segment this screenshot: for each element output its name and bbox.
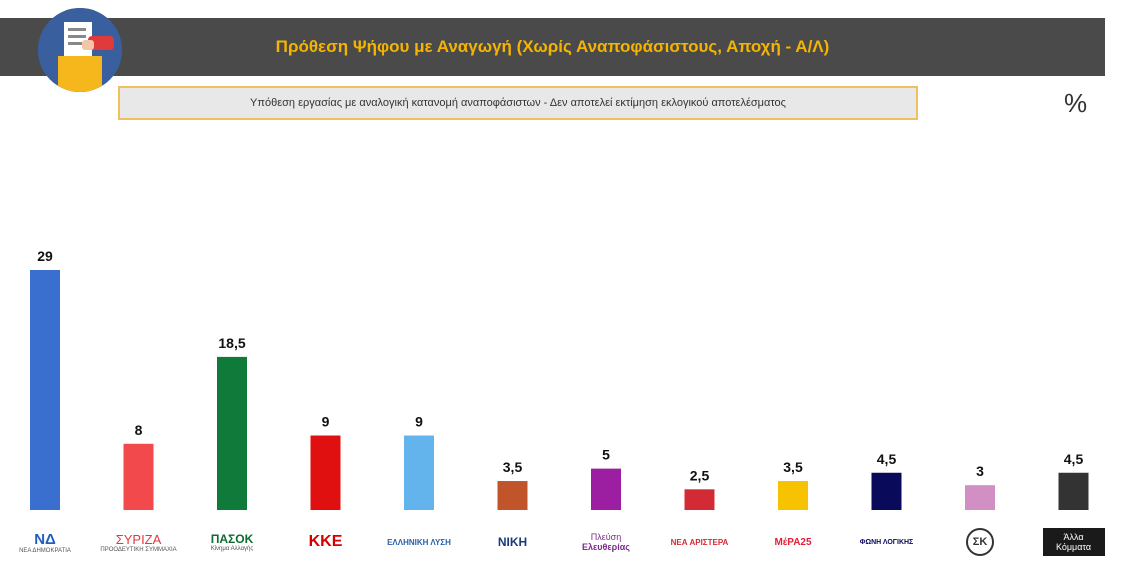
bar-5 bbox=[404, 435, 434, 510]
value-label-2: 8 bbox=[135, 422, 143, 438]
bar-12 bbox=[1058, 472, 1089, 510]
bar-6 bbox=[497, 481, 528, 510]
bar-10 bbox=[871, 472, 902, 510]
party-logo-4: ΚΚΕ bbox=[281, 520, 371, 564]
party-logo-text: ΚΚΕ bbox=[308, 533, 343, 550]
party-logo-text: ΝΔ bbox=[34, 530, 56, 548]
value-label-8: 2,5 bbox=[690, 467, 710, 483]
bar-11 bbox=[965, 485, 995, 510]
party-logo-1: ΝΔ ΝΕΑ ΔΗΜΟΚΡΑΤΙΑ bbox=[0, 520, 90, 564]
party-logo-2: ΣΥΡΙΖΑ ΠΡΟΟΔΕΥΤΙΚΗ ΣΥΜΜΑΧΙΑ bbox=[94, 520, 184, 564]
party-logo-6: ΝΙΚΗ bbox=[468, 520, 558, 564]
value-label-11: 3 bbox=[976, 463, 984, 479]
party-logo-text: ΝΙΚΗ bbox=[497, 535, 528, 549]
vote-emblem-icon bbox=[38, 8, 122, 92]
value-label-6: 3,5 bbox=[503, 459, 523, 475]
bar-8 bbox=[684, 489, 715, 510]
bar-3 bbox=[217, 356, 247, 510]
party-logo-text: ΣΥΡΙΖΑ bbox=[115, 531, 162, 547]
party-logo-8: ΝΕΑ ΑΡΙΣΤΕΡΑ bbox=[655, 520, 745, 564]
party-logo-subtext: ΝΕΑ ΔΗΜΟΚΡΑΤΙΑ bbox=[19, 547, 71, 554]
party-logo-text: Πλεύση bbox=[590, 532, 622, 542]
percent-unit-label: % bbox=[1064, 88, 1088, 118]
party-logo-text: ΦΩΝΗ ΛΟΓΙΚΗΣ bbox=[859, 538, 914, 546]
party-logo-12: Άλλα Κόμματα bbox=[1029, 520, 1119, 564]
value-label-4: 9 bbox=[322, 414, 330, 430]
value-label-9: 3,5 bbox=[783, 459, 803, 475]
bar-9 bbox=[778, 481, 808, 510]
party-logo-text: ΜέΡΑ25 bbox=[774, 536, 812, 548]
party-logo-text: Άλλα Κόμματα bbox=[1042, 528, 1105, 556]
bar-4 bbox=[310, 435, 341, 510]
bar-2 bbox=[123, 443, 154, 510]
value-label-1: 29 bbox=[37, 248, 53, 264]
party-logo-text: ΠΑΣΟΚ bbox=[210, 532, 254, 546]
party-logo-11: ΣΚ bbox=[935, 520, 1025, 564]
chart-title: Πρόθεση Ψήφου με Αναγωγή (Χωρίς Αναποφάσ… bbox=[275, 37, 830, 56]
party-logo-10: ΦΩΝΗ ΛΟΓΙΚΗΣ bbox=[842, 520, 932, 564]
title-bar bbox=[0, 18, 1105, 76]
party-logo-9: ΜέΡΑ25 bbox=[748, 520, 838, 564]
party-logo-subtext: Ελευθερίας bbox=[582, 542, 630, 552]
value-label-10: 4,5 bbox=[877, 451, 897, 467]
party-logo-subtext: Κίνημα Αλλαγής bbox=[210, 546, 254, 552]
value-label-12: 4,5 bbox=[1064, 451, 1084, 467]
party-logo-text: ΝΕΑ ΑΡΙΣΤΕΡΑ bbox=[670, 537, 729, 547]
party-logo-subtext: ΠΡΟΟΔΕΥΤΙΚΗ ΣΥΜΜΑΧΙΑ bbox=[100, 546, 177, 553]
party-logo-3: ΠΑΣΟΚ Κίνημα Αλλαγής bbox=[187, 520, 277, 564]
party-logo-text: ΣΚ bbox=[966, 528, 994, 556]
party-logo-5: ΕΛΛΗΝΙΚΗ ΛΥΣΗ bbox=[374, 520, 464, 564]
bar-1 bbox=[30, 270, 60, 510]
value-label-7: 5 bbox=[602, 447, 610, 463]
chart-subtitle: Υπόθεση εργασίας με αναλογική κατανομή α… bbox=[118, 86, 918, 120]
party-logo-7: Πλεύση Ελευθερίας bbox=[561, 520, 651, 564]
party-logo-text: ΕΛΛΗΝΙΚΗ ΛΥΣΗ bbox=[387, 537, 451, 547]
value-label-5: 9 bbox=[415, 414, 423, 430]
value-label-3: 18,5 bbox=[218, 335, 245, 351]
bar-7 bbox=[591, 468, 621, 510]
